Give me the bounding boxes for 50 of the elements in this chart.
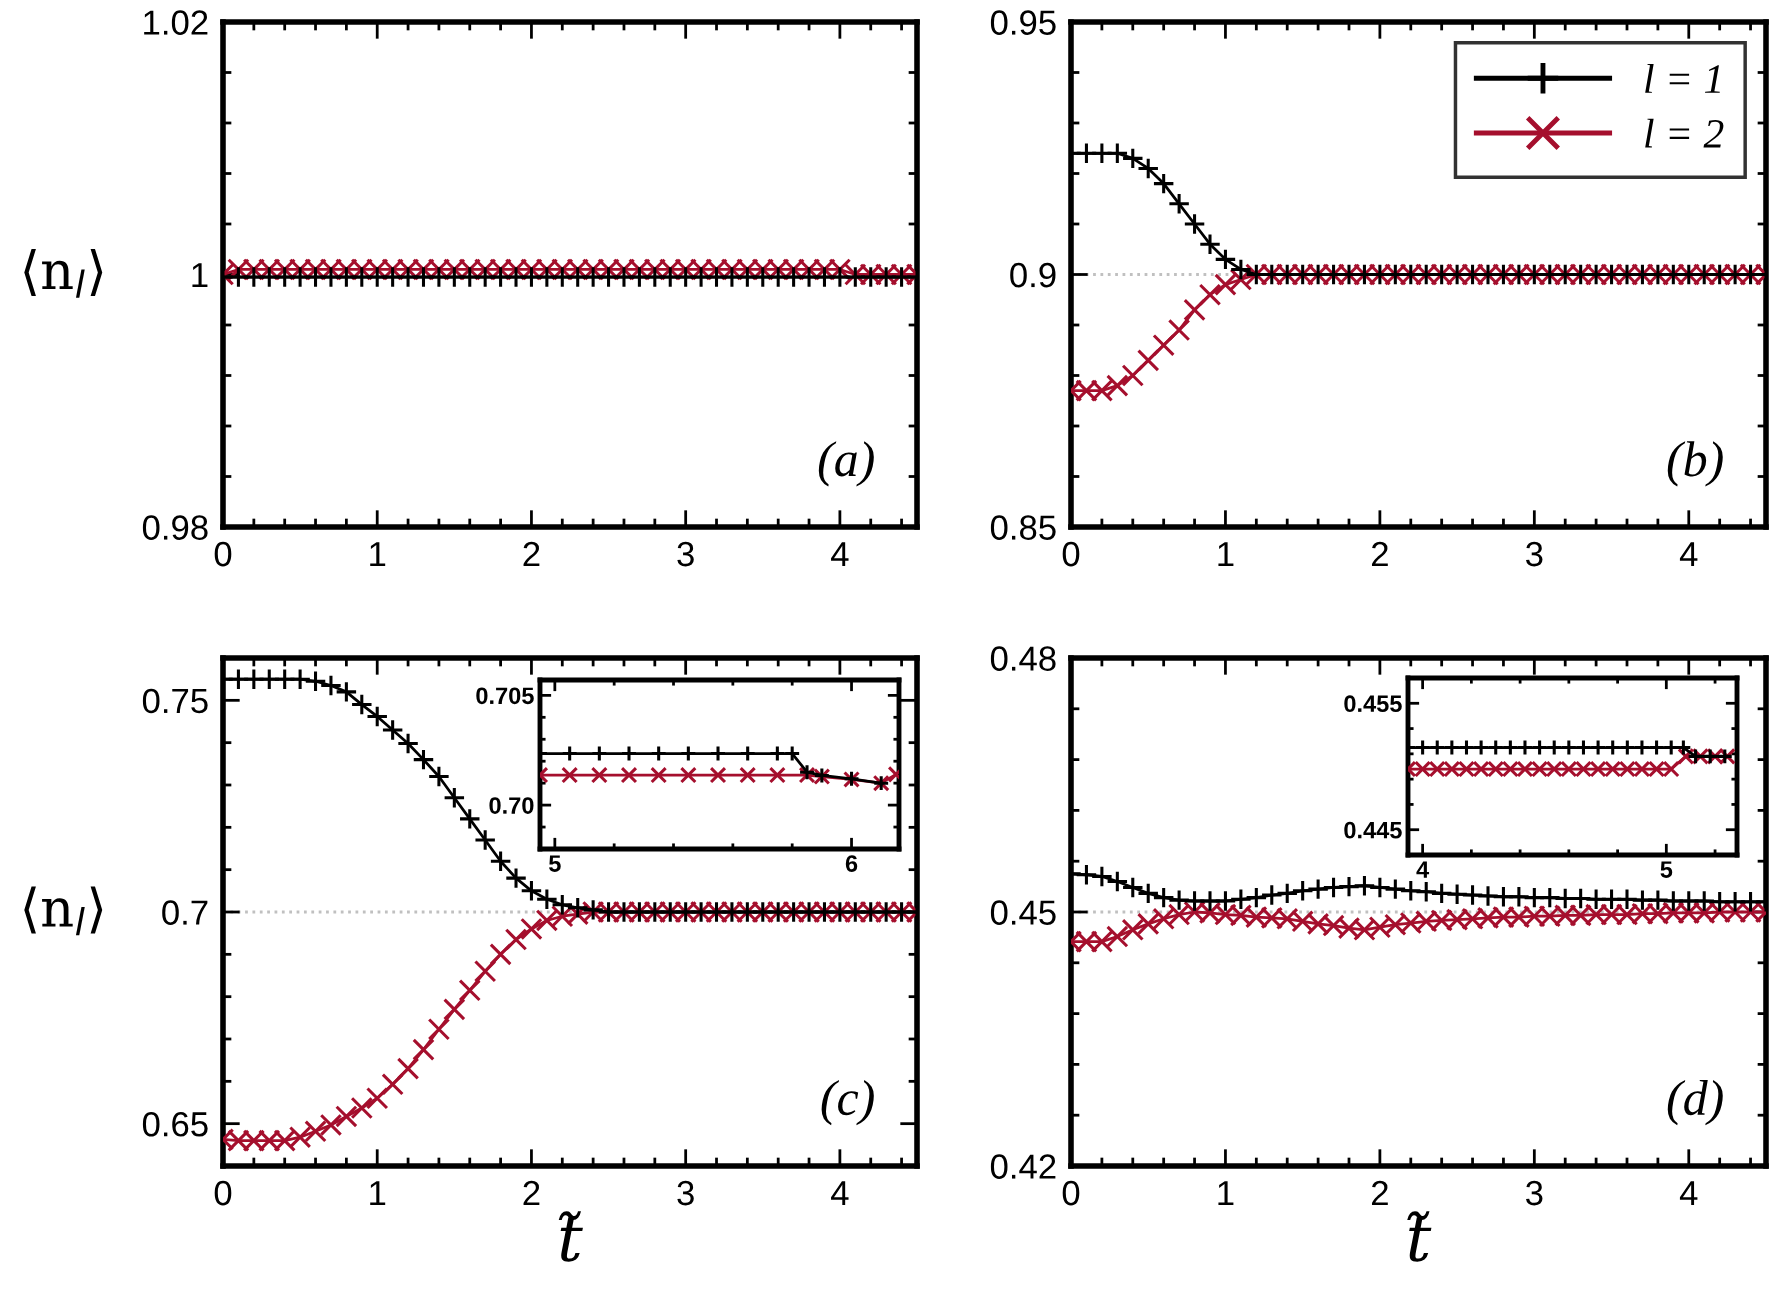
y-axis-title: ⟨n$_{l}$⟩	[24, 248, 103, 298]
x-tick-label: 2	[523, 541, 540, 567]
x-tick-label: 2	[523, 1180, 540, 1206]
x-tick-label: 0	[214, 541, 232, 567]
x-tick-label: 3	[677, 541, 694, 567]
annotation: (c)	[821, 1080, 874, 1126]
y-tick-label: 0.45	[990, 900, 1056, 925]
y-tick-label: 0.75	[142, 688, 208, 714]
x-tick-label: 4	[1679, 542, 1698, 567]
x-tick-label: 4	[1416, 861, 1430, 878]
annotation: (a)	[818, 441, 874, 487]
x-tick-label: 1	[1218, 542, 1234, 567]
y-tick-label: 0.70	[489, 797, 534, 814]
x-axis-title: t̃	[1407, 1211, 1432, 1262]
x-tick-label: 4	[1679, 1181, 1698, 1206]
y-tick-label: 0.95	[990, 10, 1056, 35]
x-tick-label: 3	[1526, 541, 1543, 567]
x-tick-label: 5	[1660, 861, 1673, 878]
x-tick-label: 4	[831, 542, 849, 567]
x-tick-label: 6	[845, 855, 858, 872]
legend-label: l = 2	[1645, 118, 1724, 148]
y-axis-title: ⟨n$_{l}$⟩	[24, 886, 103, 936]
x-tick-label: 2	[1371, 541, 1388, 567]
annotation: (d)	[1667, 1080, 1723, 1126]
x-tick-label: 1	[370, 1181, 386, 1206]
y-tick-label: 0.42	[990, 1154, 1056, 1179]
x-tick-label: 3	[1526, 1180, 1543, 1206]
x-tick-label: 0	[214, 1180, 232, 1206]
y-tick-label: 0.48	[990, 646, 1056, 671]
x-axis-title: t̃	[558, 1211, 583, 1262]
x-tick-label: 0	[1062, 1180, 1080, 1206]
legend-label: l = 1	[1645, 63, 1720, 93]
y-tick-label: 0.85	[990, 515, 1056, 540]
y-tick-label: 0.65	[142, 1112, 208, 1137]
y-tick-label: 1	[192, 263, 208, 288]
annotation: (b)	[1667, 441, 1723, 487]
x-tick-label: 3	[677, 1180, 694, 1206]
x-tick-label: 1	[370, 542, 386, 567]
x-tick-label: 2	[1371, 1180, 1388, 1206]
x-tick-label: 5	[549, 855, 561, 872]
y-tick-label: 0.9	[1010, 262, 1056, 288]
y-tick-label: 0.455	[1344, 695, 1402, 713]
y-tick-label: 0.445	[1344, 821, 1402, 839]
x-tick-label: 0	[1062, 541, 1080, 567]
x-tick-label: 1	[1218, 1181, 1234, 1206]
y-tick-label: 0.7	[162, 900, 208, 925]
y-tick-label: 0.705	[476, 687, 534, 705]
y-tick-label: 1.02	[144, 10, 208, 35]
y-tick-label: 0.98	[142, 515, 208, 540]
x-tick-label: 4	[831, 1181, 849, 1206]
